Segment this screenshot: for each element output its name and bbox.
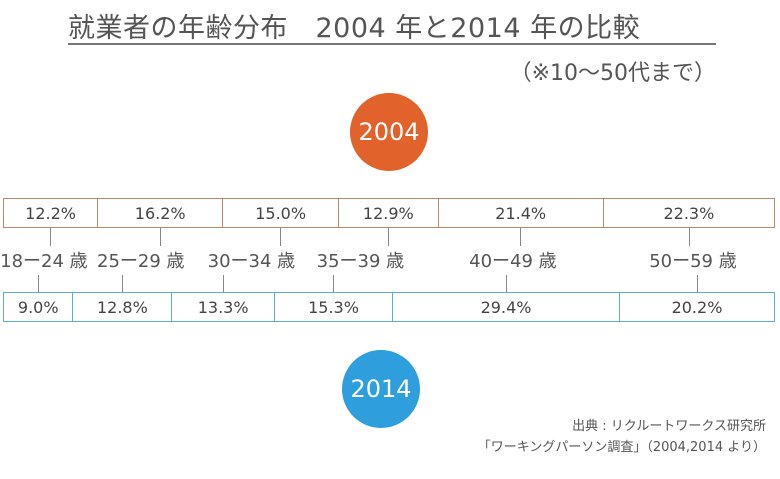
connector-2004-1	[50, 228, 52, 246]
segment-2014-2: 12.8%	[72, 292, 172, 322]
chart-title: 就業者の年齢分布 2004 年と2014 年の比較	[68, 13, 641, 44]
age-label-5: 40ー49 歳	[469, 251, 557, 272]
connector-2014-4	[333, 275, 335, 292]
connector-2004-3	[280, 228, 282, 246]
age-label-3: 30ー34 歳	[207, 251, 296, 272]
title-underline	[68, 43, 716, 45]
segment-2004-6: 22.3%	[602, 198, 775, 228]
segment-2014-3: 13.3%	[171, 292, 274, 322]
age-labels: 18ー24 歳 25ー29 歳 30ー34 歳 35ー39 歳 40ー49 歳 50ー59…	[0, 247, 775, 275]
year-badge-2004: 2004	[350, 93, 428, 171]
connector-2014-5	[505, 275, 507, 292]
bar-2004: 12.2% 16.2% 15.0% 12.9% 21.4% 22.3%	[3, 198, 775, 228]
segment-2004-4: 12.9%	[338, 198, 438, 228]
connector-2004-6	[688, 228, 690, 246]
age-label-4: 35ー39 歳	[316, 251, 405, 272]
segment-2004-3: 15.0%	[222, 198, 339, 228]
bar-2014: 9.0% 12.8% 13.3% 15.3% 29.4% 20.2%	[3, 292, 775, 322]
source-line-1: 出典 : リクルートワークス研究所	[572, 419, 766, 434]
segment-2014-5: 29.4%	[392, 292, 620, 322]
connector-2014-6	[697, 275, 699, 292]
segment-2004-1: 12.2%	[3, 198, 98, 228]
connector-2004-5	[520, 228, 522, 246]
age-label-2: 25ー29 歳	[97, 251, 185, 272]
segment-2014-4: 15.3%	[273, 292, 393, 322]
age-label-1: 18ー24 歳	[0, 251, 88, 272]
age-label-6: 50ー59 歳	[649, 251, 737, 272]
connector-2014-2	[121, 275, 123, 292]
segment-2004-2: 16.2%	[97, 198, 223, 228]
year-badge-2014: 2014	[342, 350, 420, 428]
chart-subtitle: （※10〜50代まで）	[509, 61, 716, 86]
source-line-2: 「ワーキングパーソン調査」（2004,2014 より）	[477, 440, 766, 455]
segment-2014-6: 20.2%	[619, 292, 775, 322]
source-note: 出典 : リクルートワークス研究所 「ワーキングパーソン調査」（2004,201…	[478, 416, 766, 458]
connector-2014-3	[222, 275, 224, 292]
segment-2004-5: 21.4%	[437, 198, 603, 228]
connector-2014-1	[37, 275, 39, 292]
connector-2004-2	[159, 228, 161, 246]
connector-2004-4	[387, 228, 389, 246]
segment-2014-1: 9.0%	[3, 292, 73, 322]
